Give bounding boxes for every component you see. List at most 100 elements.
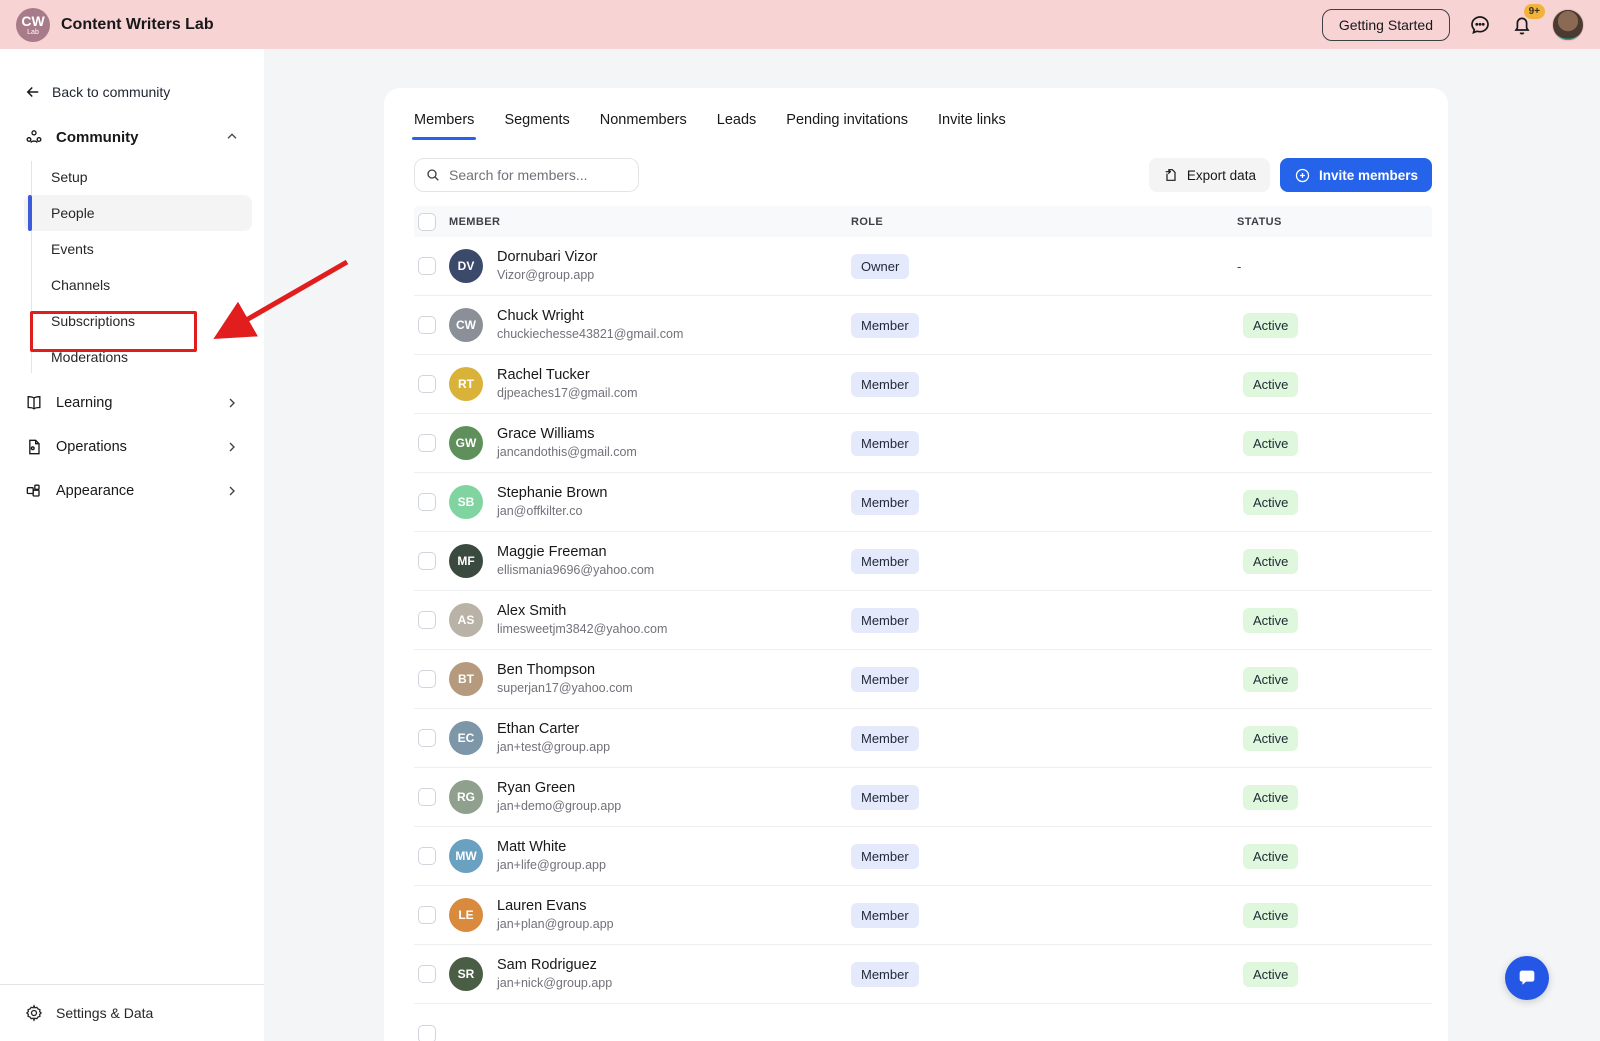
row-checkbox[interactable] (418, 847, 436, 865)
row-checkbox[interactable] (418, 611, 436, 629)
table-row[interactable]: BT Ben Thompson superjan17@yahoo.com Mem… (414, 650, 1432, 709)
row-checkbox[interactable] (418, 670, 436, 688)
sidebar-section-community[interactable]: Community (0, 111, 264, 157)
table-row[interactable]: SR Sam Rodriguez jan+nick@group.app Memb… (414, 945, 1432, 1004)
avatar-initials: RT (458, 377, 474, 391)
row-checkbox[interactable] (418, 906, 436, 924)
search-input[interactable] (449, 167, 619, 183)
member-email: superjan17@yahoo.com (497, 681, 633, 696)
sidebar-section-appearance[interactable]: Appearance (0, 469, 264, 513)
tab[interactable]: Nonmembers (600, 112, 687, 140)
export-data-label: Export data (1186, 167, 1256, 183)
table-row[interactable]: LE Lauren Evans jan+plan@group.app Membe… (414, 886, 1432, 945)
getting-started-button[interactable]: Getting Started (1321, 8, 1450, 41)
chevron-up-icon (224, 129, 240, 145)
row-checkbox[interactable] (418, 965, 436, 983)
table-row[interactable]: RG Ryan Green jan+demo@group.app Member … (414, 768, 1432, 827)
people-tabs: Members Segments Nonmembers Leads Pendin… (384, 88, 1448, 140)
community-logo[interactable]: CW Lab (16, 7, 50, 42)
sidebar-item[interactable]: People (24, 195, 252, 231)
tab[interactable]: Segments (504, 112, 569, 140)
table-row[interactable]: SB Stephanie Brown jan@offkilter.co Memb… (414, 473, 1432, 532)
status-badge: Active (1243, 489, 1299, 515)
row-checkbox[interactable] (418, 316, 436, 334)
row-checkbox[interactable] (418, 552, 436, 570)
status-badge: Active (1243, 430, 1299, 456)
table-row[interactable]: CW Chuck Wright chuckiechesse43821@gmail… (414, 296, 1432, 355)
people-panel: Members Segments Nonmembers Leads Pendin… (384, 88, 1448, 1041)
chevron-right-icon (224, 483, 240, 499)
row-checkbox[interactable] (418, 257, 436, 275)
row-checkbox[interactable] (418, 1024, 436, 1041)
notification-count-badge: 9+ (1523, 3, 1545, 19)
member-avatar: BT (449, 662, 483, 696)
member-name: Matt White (497, 839, 567, 856)
role-badge: Member (851, 725, 919, 751)
member-name: Ryan Green (497, 780, 576, 797)
member-email: jancandothis@gmail.com (497, 445, 637, 460)
member-search-box[interactable] (414, 158, 639, 192)
status-badge: Active (1243, 784, 1299, 810)
back-to-community-link[interactable]: Back to community (0, 49, 264, 111)
getting-started-label: Getting Started (1338, 16, 1433, 33)
layout-icon (24, 481, 44, 501)
member-avatar: LE (449, 898, 483, 932)
sidebar-section-operations[interactable]: Operations (0, 425, 264, 469)
user-avatar[interactable] (1552, 8, 1584, 41)
table-row[interactable]: MF Maggie Freeman ellismania9696@yahoo.c… (414, 532, 1432, 591)
status-badge: Active (1243, 902, 1299, 928)
sidebar-item[interactable]: Channels (0, 267, 252, 303)
tab[interactable]: Invite links (938, 112, 1006, 140)
tab-label: Leads (716, 112, 757, 128)
support-chat-button[interactable] (1505, 956, 1549, 1000)
member-email: jan+plan@group.app (497, 917, 614, 932)
avatar-initials: DV (457, 259, 475, 273)
sidebar-item[interactable]: Events (0, 231, 252, 267)
sidebar-item[interactable]: Subscriptions (0, 303, 252, 339)
settings-and-data-link[interactable]: Settings & Data (0, 984, 264, 1041)
export-data-button[interactable]: Export data (1148, 158, 1270, 192)
community-subnav: Setup People Events Channels Subscriptio… (0, 159, 264, 375)
role-badge: Owner (851, 253, 910, 279)
row-checkbox[interactable] (418, 729, 436, 747)
row-checkbox[interactable] (418, 493, 436, 511)
sidebar-section-learning[interactable]: Learning (0, 381, 264, 425)
column-header-role: Role (851, 215, 884, 228)
table-row[interactable]: GW Grace Williams jancandothis@gmail.com… (414, 414, 1432, 473)
row-checkbox[interactable] (418, 375, 436, 393)
role-badge: Member (851, 489, 919, 515)
table-row[interactable]: EC Ethan Carter jan+test@group.app Membe… (414, 709, 1432, 768)
tab[interactable]: Leads (717, 112, 757, 140)
member-avatar: DV (449, 249, 483, 283)
table-row[interactable]: RT Rachel Tucker djpeaches17@gmail.com M… (414, 355, 1432, 414)
tab[interactable]: Members (411, 112, 477, 140)
row-checkbox[interactable] (418, 788, 436, 806)
column-header-status: Status (1237, 215, 1282, 228)
table-row[interactable]: MW Matt White jan+life@group.app Member … (414, 827, 1432, 886)
tab-label: Invite links (938, 112, 1006, 128)
avatar-initials: GW (455, 436, 477, 450)
select-all-checkbox[interactable] (418, 212, 436, 231)
sidebar-item[interactable]: Moderations (0, 339, 252, 375)
tab[interactable]: Pending invitations (786, 112, 908, 140)
table-row[interactable]: AS Alex Smith limesweetjm3842@yahoo.com … (414, 591, 1432, 650)
sidebar-item-label: Moderations (51, 349, 129, 365)
member-avatar: RG (449, 780, 483, 814)
chat-bubble-icon (1468, 13, 1492, 37)
notifications-button[interactable]: 9+ (1510, 3, 1545, 37)
member-email: Vizor@group.app (497, 268, 595, 283)
row-checkbox[interactable] (418, 434, 436, 452)
invite-members-button[interactable]: Invite members (1279, 158, 1432, 192)
avatar-initials: MW (455, 849, 477, 863)
member-name: Chuck Wright (497, 308, 584, 325)
members-table: Member Role Status DV Dornubari Vizor Vi… (414, 206, 1432, 1041)
messages-button[interactable] (1468, 13, 1492, 37)
tab-label: Nonmembers (599, 112, 687, 128)
member-email: chuckiechesse43821@gmail.com (497, 327, 684, 342)
sidebar-item[interactable]: Setup (0, 159, 252, 195)
sidebar-section-label: Learning (56, 395, 113, 411)
table-row-partial[interactable] (414, 1004, 1432, 1041)
role-badge: Member (851, 784, 919, 810)
table-row[interactable]: DV Dornubari Vizor Vizor@group.app Owner… (414, 237, 1432, 296)
back-arrow-icon (24, 83, 42, 101)
